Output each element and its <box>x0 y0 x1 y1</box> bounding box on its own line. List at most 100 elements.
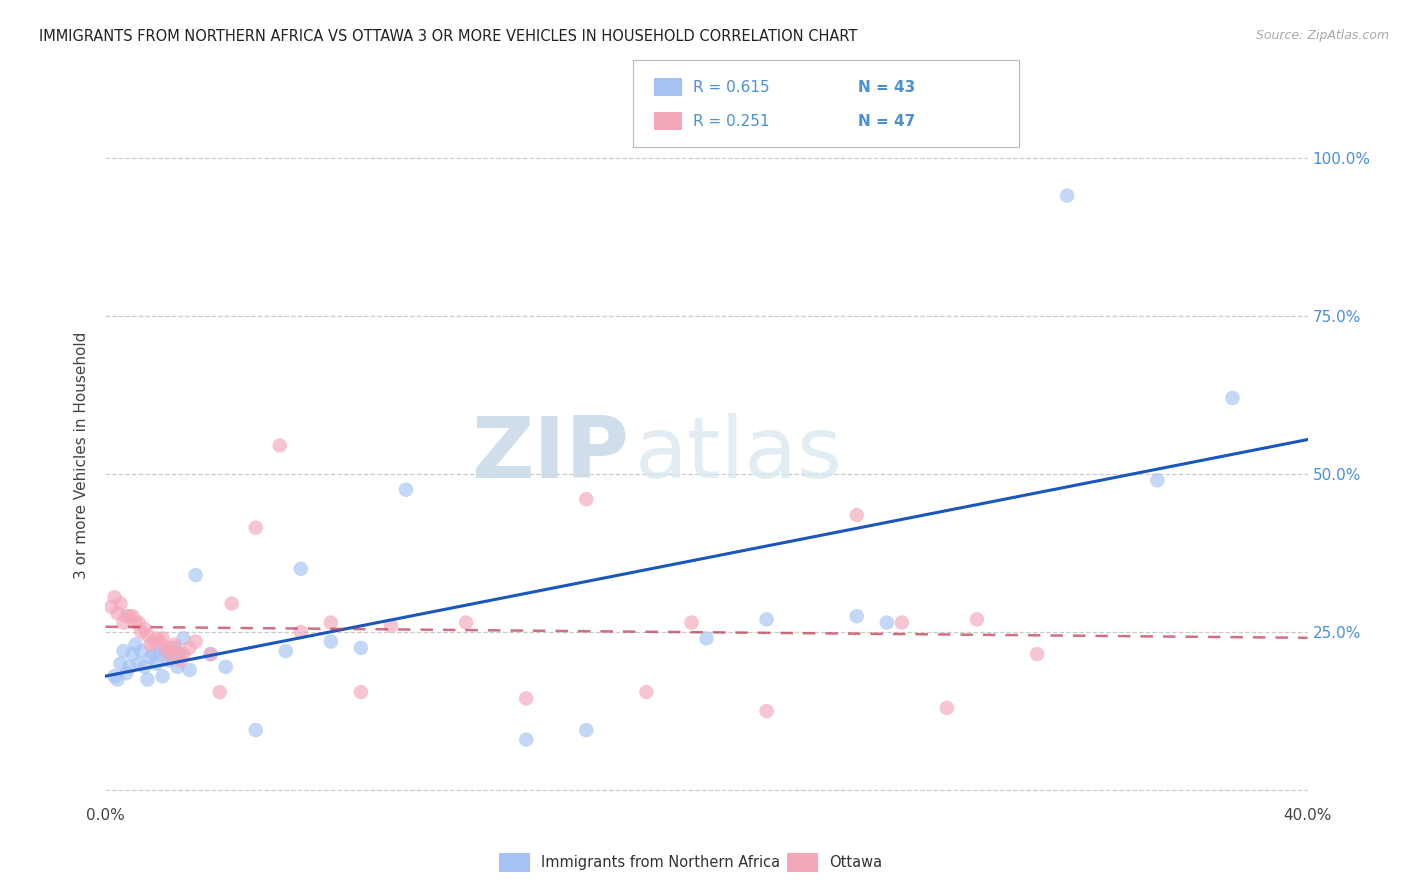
Point <box>157 647 180 661</box>
Point <box>1146 473 1168 487</box>
Point <box>350 640 373 655</box>
Text: Source: ZipAtlas.com: Source: ZipAtlas.com <box>1256 29 1389 42</box>
Point <box>163 638 186 652</box>
Point <box>166 660 188 674</box>
Point <box>145 657 167 671</box>
Point <box>110 657 132 671</box>
Point <box>696 632 718 646</box>
Point <box>152 632 174 646</box>
Point <box>103 669 125 683</box>
Point <box>169 653 191 667</box>
Point <box>755 612 778 626</box>
Point <box>515 691 537 706</box>
Point <box>100 599 122 614</box>
Point <box>139 650 162 665</box>
Point <box>136 673 159 687</box>
Text: N = 43: N = 43 <box>858 80 915 95</box>
Point <box>274 644 297 658</box>
Point <box>200 647 222 661</box>
Point <box>136 628 159 642</box>
Point <box>139 638 162 652</box>
Point <box>1056 188 1078 202</box>
Point <box>160 640 183 655</box>
Y-axis label: 3 or more Vehicles in Household: 3 or more Vehicles in Household <box>75 331 90 579</box>
Point <box>1222 391 1244 405</box>
Point <box>319 634 342 648</box>
Text: Immigrants from Northern Africa: Immigrants from Northern Africa <box>541 855 780 870</box>
Point <box>112 615 135 630</box>
Point <box>350 685 373 699</box>
Point <box>148 634 170 648</box>
Point <box>145 632 167 646</box>
Point <box>134 622 156 636</box>
Point <box>107 606 129 620</box>
Point <box>131 644 153 658</box>
Point <box>890 615 912 630</box>
Point <box>160 650 183 665</box>
Point <box>179 640 201 655</box>
Point <box>290 562 312 576</box>
Point <box>575 492 598 507</box>
Point <box>208 685 231 699</box>
Point <box>155 640 177 655</box>
Point <box>380 618 402 632</box>
Point <box>755 704 778 718</box>
Point <box>152 669 174 683</box>
Point <box>184 568 207 582</box>
Point <box>454 615 477 630</box>
Point <box>142 647 165 661</box>
Point <box>128 615 150 630</box>
Point <box>936 701 959 715</box>
Point <box>269 438 291 452</box>
Text: atlas: atlas <box>634 413 842 497</box>
Point <box>845 609 868 624</box>
Point <box>966 612 988 626</box>
Point <box>845 508 868 522</box>
Point <box>245 723 267 737</box>
Point <box>200 647 222 661</box>
Point <box>1026 647 1049 661</box>
Point <box>128 657 150 671</box>
Point <box>157 653 180 667</box>
Point <box>131 625 153 640</box>
Point <box>115 609 138 624</box>
Point <box>121 647 143 661</box>
Point <box>221 597 243 611</box>
Point <box>319 615 342 630</box>
Point <box>110 597 132 611</box>
Point <box>121 609 143 624</box>
Point <box>118 660 141 674</box>
Point <box>163 640 186 655</box>
Point <box>184 634 207 648</box>
Point <box>148 647 170 661</box>
Point <box>290 625 312 640</box>
Point <box>169 647 191 661</box>
Point <box>395 483 418 497</box>
Point <box>876 615 898 630</box>
Point <box>115 666 138 681</box>
Point <box>107 673 129 687</box>
Text: R = 0.251: R = 0.251 <box>693 114 769 128</box>
Point <box>103 591 125 605</box>
Point <box>681 615 703 630</box>
Point <box>166 647 188 661</box>
Point <box>124 638 146 652</box>
Point <box>515 732 537 747</box>
Point <box>214 660 236 674</box>
Text: Ottawa: Ottawa <box>830 855 883 870</box>
Point <box>142 634 165 648</box>
Text: ZIP: ZIP <box>471 413 628 497</box>
Point <box>112 644 135 658</box>
Point <box>636 685 658 699</box>
Point <box>134 660 156 674</box>
Text: IMMIGRANTS FROM NORTHERN AFRICA VS OTTAWA 3 OR MORE VEHICLES IN HOUSEHOLD CORREL: IMMIGRANTS FROM NORTHERN AFRICA VS OTTAW… <box>39 29 858 44</box>
Point <box>173 647 195 661</box>
Point <box>173 632 195 646</box>
Text: R = 0.615: R = 0.615 <box>693 80 769 95</box>
Point <box>575 723 598 737</box>
Point <box>118 609 141 624</box>
Text: N = 47: N = 47 <box>858 114 915 128</box>
Point <box>124 615 146 630</box>
Point <box>155 644 177 658</box>
Point <box>245 521 267 535</box>
